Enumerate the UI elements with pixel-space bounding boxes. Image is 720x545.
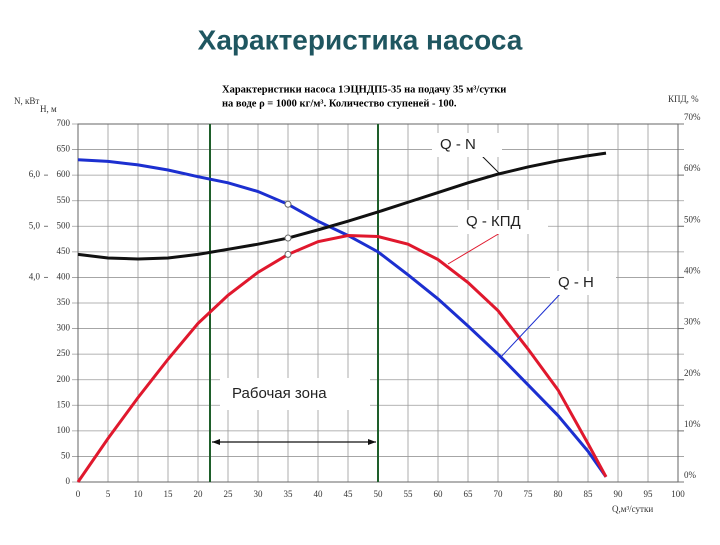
leader-line [481,155,501,175]
x-tick-label: 85 [584,489,594,499]
leader-line [447,232,501,265]
leader-line [499,291,563,359]
y2-tick-label: 70% [684,112,701,122]
y-tick-label: 500 [57,220,71,230]
x-tick-label: 5 [106,489,111,499]
x-tick-label: 60 [434,489,444,499]
y2-tick-label: 20% [684,368,701,378]
series-line [77,158,608,478]
point-marker [284,250,292,258]
x-tick-label: 0 [76,489,81,499]
y-tick-label: 150 [57,399,71,409]
x-tick-label: 55 [404,489,414,499]
legend-label: Q - N [440,136,476,153]
x-tick-label: 95 [644,489,654,499]
chart-title: на воде ρ = 1000 кг/м³. Количество ступе… [222,98,457,109]
x-tick-label: 25 [224,489,234,499]
y-tick-label: 250 [57,348,71,358]
y2-axis-label: КПД, % [668,94,699,104]
x-tick-label: 15 [164,489,174,499]
n-tick-label: 5,0 [29,220,41,230]
y2-tick-label: 0% [684,470,697,480]
y-tick-label: 700 [57,118,71,128]
point-marker [284,200,292,208]
n-tick-label: 6,0 [29,169,41,179]
x-tick-label: 75 [524,489,534,499]
y-tick-label: 400 [57,271,71,281]
y2-tick-label: 50% [684,214,701,224]
legend-label: Q - H [558,274,594,291]
x-tick-label: 20 [194,489,204,499]
y-tick-label: 450 [57,246,71,256]
y-tick-label: 650 [57,144,71,154]
y-tick-label: 50 [61,450,71,460]
legend-label: Q - КПД [466,213,521,230]
legend-box [432,133,502,157]
y-axis-label: Н, м [40,104,57,114]
x-tick-label: 70 [494,489,504,499]
y2-tick-label: 40% [684,265,701,275]
n-tick-label: 4,0 [29,271,41,281]
legend-box [458,210,548,234]
annotation-box [220,378,370,410]
page-title: Характеристика насоса [198,24,523,55]
x-tick-label: 45 [344,489,354,499]
y-tick-label: 200 [57,374,71,384]
y2-tick-label: 60% [684,163,701,173]
legend-box [550,271,616,295]
x-tick-label: 80 [554,489,564,499]
annotation: Рабочая зона [232,385,327,402]
n-axis-label: N, кВт [14,96,39,106]
y2-tick-label: 30% [684,317,701,327]
y2-tick-label: 10% [684,419,701,429]
x-tick-label: 100 [671,489,685,499]
y-tick-label: 350 [57,297,71,307]
x-axis-label: Q,м³/сутки [612,504,653,514]
y-tick-label: 600 [57,169,71,179]
x-tick-label: 30 [254,489,264,499]
x-tick-label: 65 [464,489,474,499]
series-line [77,151,607,261]
point-marker [284,234,292,242]
x-tick-label: 35 [284,489,294,499]
y-tick-label: 550 [57,195,71,205]
x-tick-label: 90 [614,489,624,499]
y-tick-label: 100 [57,425,71,435]
x-tick-label: 10 [134,489,144,499]
series-line [76,233,608,483]
chart-title: Характеристики насоса 1ЭЦНДП5-35 на пода… [222,84,506,95]
y-tick-label: 300 [57,323,71,333]
y-tick-label: 0 [66,476,71,486]
x-tick-label: 40 [314,489,324,499]
x-tick-label: 50 [374,489,384,499]
